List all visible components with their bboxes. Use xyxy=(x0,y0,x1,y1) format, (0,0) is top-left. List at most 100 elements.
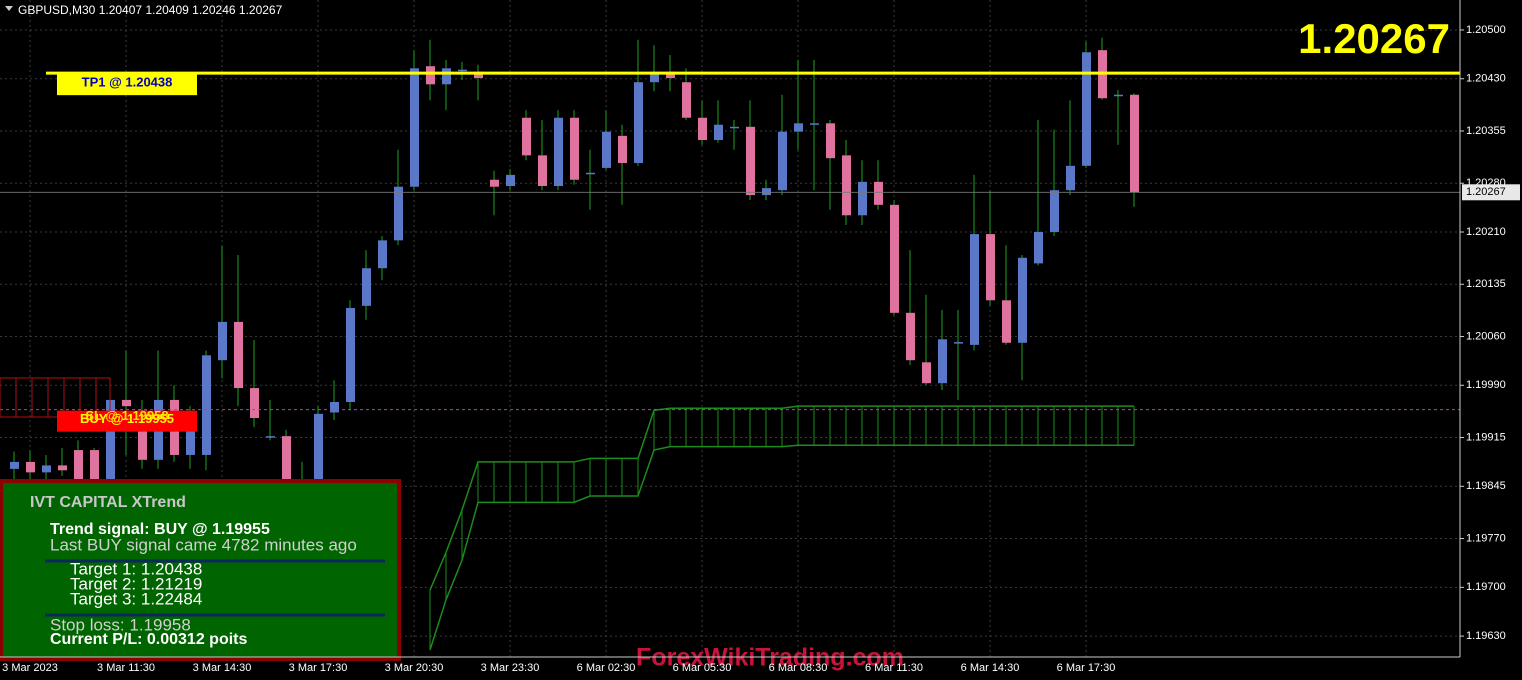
candle-body xyxy=(282,436,291,481)
candle-body xyxy=(138,410,147,460)
candle-body xyxy=(1050,190,1059,233)
candle-body xyxy=(746,126,755,196)
x-tick-label: 3 Mar 20:30 xyxy=(385,662,444,674)
y-tick-label: 1.20210 xyxy=(1466,226,1506,238)
candle-body xyxy=(778,131,787,191)
candle-body xyxy=(906,312,915,361)
price-box xyxy=(1462,184,1520,201)
candle-body xyxy=(634,82,643,164)
x-tick-label: 6 Mar 11:30 xyxy=(865,662,923,674)
candle-body xyxy=(410,68,419,187)
candle-body xyxy=(266,436,275,438)
watermark: ForexWikiTrading.com xyxy=(636,644,904,672)
panel-box xyxy=(0,479,401,661)
panel-last-signal: Last BUY signal came 4782 minutes ago xyxy=(50,535,357,554)
candle-body xyxy=(106,399,115,481)
level-label: TP1 @ 1.20438 xyxy=(82,75,173,90)
candle-body xyxy=(666,71,675,79)
channel-lower xyxy=(429,444,1134,651)
x-tick-label: 6 Mar 05:30 xyxy=(673,662,732,674)
candle-body xyxy=(586,172,595,175)
candle-body xyxy=(570,117,579,180)
y-tick-label: 1.20060 xyxy=(1466,330,1506,342)
candle-body xyxy=(826,123,835,159)
plot-area xyxy=(0,0,1460,657)
candle-body xyxy=(874,181,883,205)
header-open: 1.20407 xyxy=(99,3,143,17)
panel-pl: Current P/L: 0.00312 poits xyxy=(50,631,247,648)
candle-body xyxy=(1130,94,1139,193)
candle-body xyxy=(458,69,467,72)
candle-body xyxy=(330,402,339,413)
x-tick-label: 3 Mar 2023 xyxy=(2,662,58,674)
candle-body xyxy=(426,66,435,85)
x-tick-label: 6 Mar 14:30 xyxy=(961,662,1020,674)
candle-body xyxy=(970,234,979,345)
candle-body xyxy=(730,126,739,129)
candle-body xyxy=(682,82,691,118)
y-tick-label: 1.20500 xyxy=(1466,24,1506,36)
candle-body xyxy=(650,71,659,83)
candle-body xyxy=(986,234,995,301)
y-tick-label: 1.20135 xyxy=(1466,278,1506,290)
candle-body xyxy=(1082,52,1091,166)
candle-body xyxy=(762,188,771,196)
candle-body xyxy=(74,450,83,481)
header-low: 1.20246 xyxy=(192,3,236,17)
candle-body xyxy=(890,204,899,313)
candle-body xyxy=(218,321,227,361)
panel-title: IVT CAPITAL XTrend xyxy=(30,494,186,511)
candle-body xyxy=(618,135,627,164)
candle-body xyxy=(602,131,611,168)
menu-icon[interactable] xyxy=(5,6,13,11)
header-close: 1.20267 xyxy=(239,3,283,17)
y-tick-label: 1.19700 xyxy=(1466,581,1506,593)
candle-body xyxy=(810,123,819,125)
channel-upper xyxy=(429,405,1134,591)
x-tick-label: 3 Mar 11:30 xyxy=(97,662,155,674)
header: GBPUSD,M30 1.20407 1.20409 1.20246 1.202… xyxy=(18,3,283,17)
candle-body xyxy=(1034,232,1043,264)
candle-body xyxy=(346,307,355,403)
y-tick-label: 1.19915 xyxy=(1466,431,1506,443)
candle-body xyxy=(1002,300,1011,343)
panel-target: Target 1: 1.20438 xyxy=(70,559,202,578)
x-tick-label: 3 Mar 14:30 xyxy=(193,662,252,674)
price-box-label: 1.20267 xyxy=(1466,186,1506,198)
zone xyxy=(0,377,111,418)
candle-body xyxy=(250,388,259,419)
panel-target: Target 3: 1.22484 xyxy=(70,589,202,608)
candle-body xyxy=(474,71,483,79)
candle-body xyxy=(698,117,707,141)
big-price: 1.20267 xyxy=(1298,15,1450,62)
level-label-box xyxy=(57,74,197,96)
candle-body xyxy=(554,117,563,187)
sl-label: SL @ 1.19958 xyxy=(85,408,168,423)
info-panel: IVT CAPITAL XTrend Trend signal: BUY @ 1… xyxy=(0,479,401,661)
x-tick-label: 6 Mar 17:30 xyxy=(1057,662,1116,674)
candle-body xyxy=(362,268,371,306)
y-tick-label: 1.19845 xyxy=(1466,480,1506,492)
candle-body xyxy=(58,465,67,471)
candle-body xyxy=(922,362,931,384)
candle-body xyxy=(490,179,499,187)
y-tick-label: 1.20430 xyxy=(1466,73,1506,85)
candle-body xyxy=(1018,257,1027,343)
header-high: 1.20409 xyxy=(145,3,189,17)
candle-body xyxy=(522,117,531,156)
candle-body xyxy=(1114,94,1123,97)
candle-body xyxy=(938,339,947,384)
panel-signal: Trend signal: BUY @ 1.19955 xyxy=(50,521,270,538)
candle-body xyxy=(794,123,803,132)
candle-body xyxy=(90,450,99,481)
x-tick-label: 6 Mar 08:30 xyxy=(769,662,828,674)
candle-body xyxy=(26,461,35,473)
candle-body xyxy=(506,174,515,187)
y-tick-label: 1.19630 xyxy=(1466,630,1506,642)
x-tick-label: 6 Mar 02:30 xyxy=(577,662,636,674)
candle-body xyxy=(42,465,51,473)
x-tick-label: 3 Mar 23:30 xyxy=(481,662,540,674)
